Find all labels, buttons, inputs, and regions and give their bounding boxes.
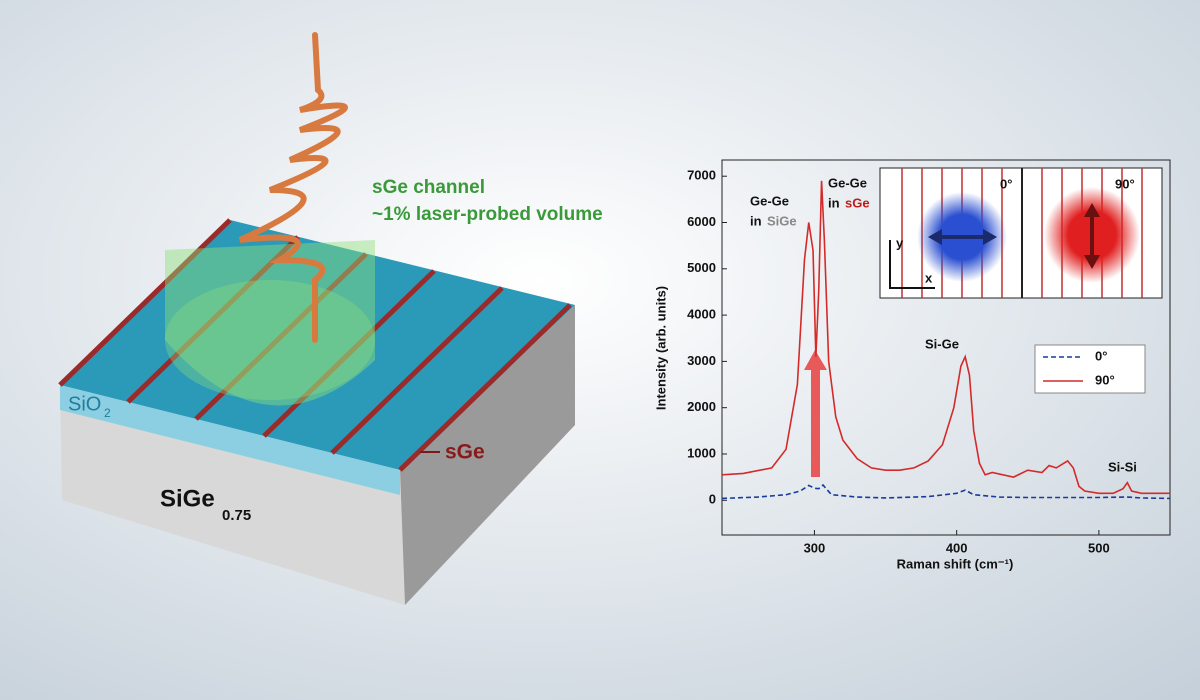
annotation: in bbox=[828, 195, 840, 210]
substrate-subscript: 0.75 bbox=[222, 507, 251, 524]
arrow-shaft bbox=[811, 365, 820, 477]
inset-axis: x bbox=[925, 270, 933, 285]
oxide-label: SiO bbox=[68, 393, 101, 415]
y-tick-label: 3000 bbox=[687, 353, 716, 368]
annotation: SiGe bbox=[767, 213, 797, 228]
legend-label: 0° bbox=[1095, 348, 1107, 363]
y-axis-label: Intensity (arb. units) bbox=[653, 286, 668, 410]
y-tick-label: 2000 bbox=[687, 399, 716, 414]
arrow-head bbox=[804, 350, 827, 370]
annotation: Ge-Ge bbox=[828, 175, 867, 190]
inset-axis: y bbox=[896, 235, 904, 250]
annotation: sGe bbox=[845, 195, 870, 210]
y-tick-label: 0 bbox=[709, 492, 716, 507]
inset bbox=[879, 167, 1163, 299]
x-tick-label: 400 bbox=[946, 540, 968, 555]
x-tick-label: 500 bbox=[1088, 540, 1110, 555]
oxide-subscript: 2 bbox=[104, 406, 111, 420]
y-tick-label: 6000 bbox=[687, 214, 716, 229]
legend bbox=[1034, 344, 1146, 394]
x-axis-label: Raman shift (cm⁻¹) bbox=[897, 556, 1014, 571]
substrate-label: SiGe bbox=[160, 485, 215, 512]
series-line bbox=[721, 483, 1171, 500]
annotation: in bbox=[750, 213, 762, 228]
device-illustration bbox=[58, 32, 575, 605]
y-tick-label: 7000 bbox=[687, 168, 716, 183]
legend-label: 90° bbox=[1095, 372, 1115, 387]
y-tick-label: 4000 bbox=[687, 307, 716, 322]
y-tick-label: 5000 bbox=[687, 260, 716, 275]
plot-frame bbox=[721, 159, 1171, 536]
series-line bbox=[721, 180, 1170, 495]
layer-label: sGe bbox=[445, 441, 485, 464]
inset-angle: 90° bbox=[1115, 176, 1135, 191]
annotation: Ge-Ge bbox=[750, 193, 789, 208]
annotation: Si-Ge bbox=[925, 336, 959, 351]
y-tick-label: 1000 bbox=[687, 445, 716, 460]
x-tick-label: 300 bbox=[804, 540, 826, 555]
channel-label: sGe channel bbox=[372, 177, 485, 198]
annotation: Si-Si bbox=[1108, 459, 1137, 474]
inset-angle: 0° bbox=[1000, 176, 1012, 191]
volume-label: ~1% laser-probed volume bbox=[372, 204, 603, 225]
